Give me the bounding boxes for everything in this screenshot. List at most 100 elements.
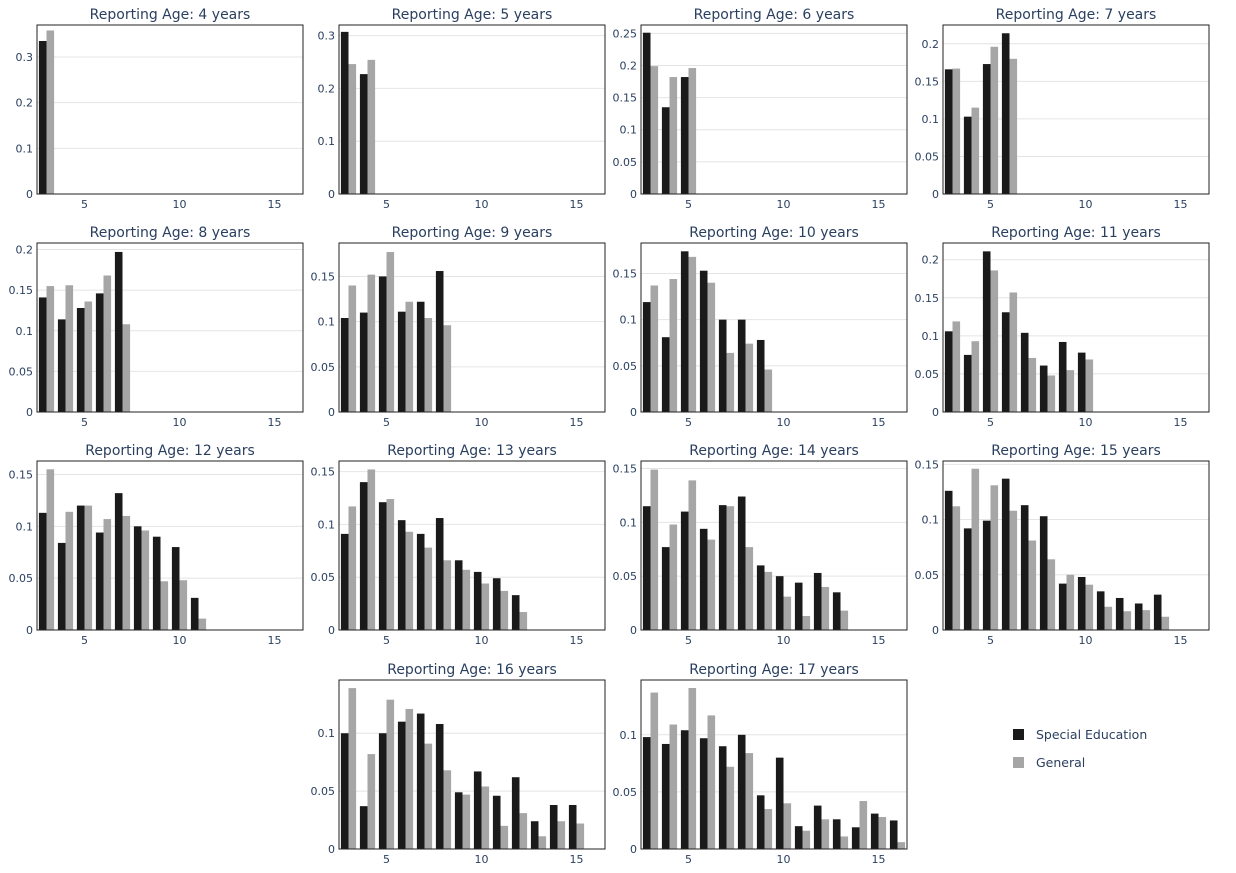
legend-item: Special Education (1013, 727, 1147, 742)
bar-special-education (57, 542, 66, 630)
subplot-title: Reporting Age: 4 years (90, 7, 251, 23)
bar-special-education (944, 490, 953, 630)
bar-special-education (133, 526, 142, 630)
y-tick-label: 0.1 (318, 518, 336, 531)
y-tick-label: 0.15 (915, 75, 940, 88)
plot-frame (36, 242, 304, 413)
bar-special-education (38, 512, 47, 630)
bar-general (462, 794, 471, 849)
bar-special-education (944, 331, 953, 412)
bar-general (952, 506, 961, 630)
bar-special-education (38, 297, 47, 412)
x-tick-label: 5 (685, 634, 692, 647)
y-tick-label: 0 (328, 624, 335, 637)
bar-general (802, 616, 811, 630)
y-tick-label: 0.1 (620, 314, 638, 327)
bar-general (367, 754, 376, 849)
bar-special-education (171, 547, 180, 630)
y-tick-label: 0.05 (311, 571, 336, 584)
x-tick-label: 15 (268, 416, 282, 429)
bar-special-education (397, 311, 406, 412)
y-tick-label: 0.1 (16, 520, 34, 533)
bar-special-education (473, 571, 482, 630)
bar-special-education (963, 354, 972, 412)
bar-general (764, 571, 773, 630)
bar-special-education (851, 827, 860, 849)
subplot-title: Reporting Age: 9 years (392, 225, 553, 241)
bar-special-education (473, 771, 482, 849)
legend-swatch (1013, 757, 1024, 768)
bar-special-education (737, 734, 746, 849)
subplot-7: 0 0.05 0.1 0.15 5 10 15 Reporting Age: 10 years (613, 225, 908, 429)
bar-general (348, 688, 357, 849)
bar-special-education (889, 820, 898, 849)
bar-general (122, 324, 131, 412)
bar-special-education (832, 592, 841, 630)
bar-special-education (642, 302, 651, 412)
bar-special-education (454, 792, 463, 849)
bar-general (726, 352, 735, 412)
bar-general (348, 64, 357, 194)
y-tick-label: 0.2 (620, 59, 638, 72)
bar-special-education (718, 505, 727, 630)
bar-special-education (756, 565, 765, 630)
bar-general (650, 285, 659, 412)
x-tick-label: 5 (81, 634, 88, 647)
bar-general (65, 511, 74, 630)
plot-frame (640, 242, 908, 413)
bar-general (669, 77, 678, 194)
bar-general (707, 715, 716, 849)
bar-special-education (492, 578, 501, 630)
y-tick-label: 0.05 (915, 150, 940, 163)
bar-general (990, 46, 999, 194)
plot-frame (36, 460, 304, 631)
bar-general (462, 569, 471, 630)
x-tick-label: 10 (173, 416, 187, 429)
x-tick-label: 10 (1079, 634, 1093, 647)
bar-general (46, 286, 55, 412)
bar-special-education (737, 496, 746, 630)
bar-special-education (1039, 365, 1048, 412)
y-tick-label: 0.15 (613, 267, 638, 280)
x-tick-label: 10 (777, 416, 791, 429)
bar-general (46, 30, 55, 195)
bar-special-education (378, 733, 387, 849)
bar-special-education (756, 339, 765, 412)
bar-general (688, 68, 697, 194)
x-tick-label: 10 (475, 198, 489, 211)
bar-special-education (794, 826, 803, 849)
subplot-title: Reporting Age: 17 years (689, 662, 859, 678)
y-tick-label: 0.05 (9, 572, 34, 585)
bar-special-education (435, 723, 444, 849)
x-tick-label: 10 (173, 198, 187, 211)
x-tick-label: 15 (570, 853, 584, 866)
y-tick-label: 0.15 (915, 458, 940, 471)
bar-special-education (38, 40, 47, 194)
bar-general (821, 586, 830, 630)
subplot-title: Reporting Age: 10 years (689, 225, 859, 241)
bar-special-education (95, 532, 104, 630)
subplot-8: 0 0.05 0.1 0.15 0.2 5 10 15 Reporting Age: 11 ye… (915, 225, 1210, 429)
bar-special-education (416, 713, 425, 849)
x-tick-label: 5 (685, 853, 692, 866)
bar-general (878, 817, 887, 849)
plot-frame (338, 679, 606, 850)
bar-general (688, 256, 697, 412)
bar-special-education (832, 819, 841, 849)
y-tick-label: 0.1 (922, 514, 940, 527)
bar-general (821, 819, 830, 849)
bar-general (424, 318, 433, 412)
x-tick-label: 5 (383, 198, 390, 211)
bar-general (1047, 375, 1056, 412)
bar-special-education (76, 308, 85, 412)
bar-general (745, 547, 754, 630)
bar-general (990, 270, 999, 412)
subplot-title: Reporting Age: 7 years (996, 7, 1157, 23)
bar-general (1161, 616, 1170, 630)
x-tick-label: 10 (1079, 198, 1093, 211)
legend: Special Education General (1013, 727, 1147, 770)
plot-frame (640, 24, 908, 195)
subplot-4: 0 0.05 0.1 0.15 0.2 5 10 15 Reporting Age: 7 yea… (915, 7, 1210, 211)
x-tick-label: 15 (570, 634, 584, 647)
bar-special-education (661, 547, 670, 630)
